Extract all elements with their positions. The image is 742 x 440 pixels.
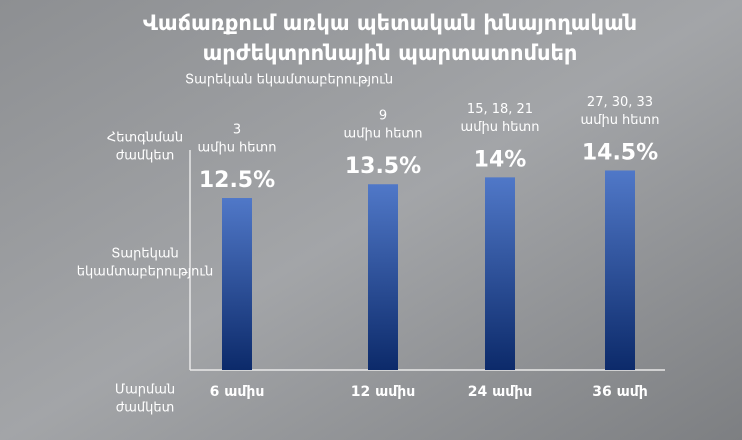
annotation: ամիս հետո bbox=[198, 141, 277, 156]
value-label: 14.5% bbox=[582, 140, 658, 165]
value-label: 13.5% bbox=[345, 154, 421, 179]
annotation: ամիս հետո bbox=[461, 120, 540, 135]
row-label: Մարման bbox=[115, 383, 175, 398]
bar bbox=[368, 184, 398, 370]
annotation: ամիս հետո bbox=[344, 127, 423, 142]
row-label: ժամկետ bbox=[116, 149, 175, 164]
row-label: եկամտաբերություն bbox=[77, 265, 214, 280]
annotation: ամիս հետո bbox=[581, 113, 660, 128]
x-tick-label: 6 ամիս bbox=[210, 384, 265, 400]
x-tick-label: 36 ամի bbox=[592, 384, 648, 400]
value-label: 14% bbox=[474, 147, 527, 172]
chart-title: Վաճառքում առկա պետական խնայողական bbox=[143, 11, 637, 35]
row-label: Հետգնման bbox=[107, 131, 183, 146]
chart-title: արժեկտրոնային պարտատոմսեր bbox=[203, 41, 578, 65]
x-tick-label: 12 ամիս bbox=[351, 384, 415, 400]
annotation: 15, 18, 21 bbox=[467, 102, 533, 117]
bar bbox=[485, 177, 515, 370]
row-label: ժամկետ bbox=[116, 401, 175, 416]
annotation: 27, 30, 33 bbox=[587, 95, 653, 110]
value-label: 12.5% bbox=[199, 168, 275, 193]
x-tick-label: 24 ամիս bbox=[468, 384, 532, 400]
subtitle: Տարեկան եկամտաբերություն bbox=[185, 73, 393, 88]
bar bbox=[605, 170, 635, 370]
annotation: 9 bbox=[379, 109, 387, 124]
bar bbox=[222, 198, 252, 370]
annotation: 3 bbox=[233, 123, 241, 138]
row-label: Տարեկան bbox=[111, 247, 178, 262]
